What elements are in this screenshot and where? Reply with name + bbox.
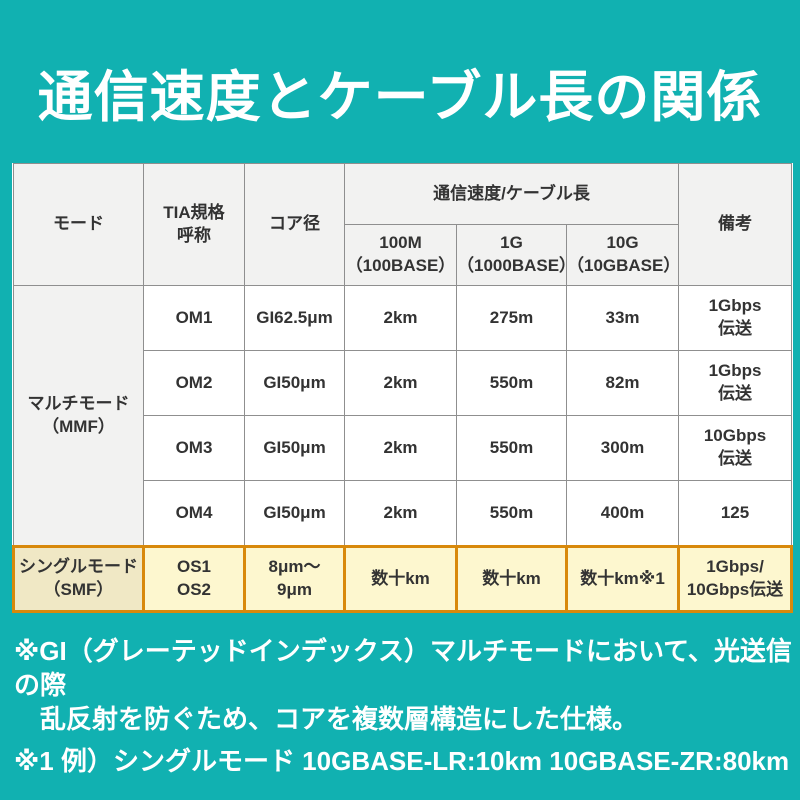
cell-om1-1g: 275m (456, 285, 567, 351)
header-mode: モード (13, 163, 144, 286)
cell-om2-name: OM2 (143, 350, 245, 416)
cell-om3-name: OM3 (143, 415, 245, 481)
cell-om4-1g: 550m (456, 480, 567, 547)
cell-smf-100m: 数十km (343, 545, 458, 613)
footnotes: ※GI（グレーテッドインデックス）マルチモードにおいて、光送信の際 乱反射を防ぐ… (14, 634, 792, 786)
footnote-gi: ※GI（グレーテッドインデックス）マルチモードにおいて、光送信の際 乱反射を防ぐ… (14, 636, 792, 734)
cell-mmf-label: マルチモード （MMF） (13, 285, 144, 547)
cell-om3-remarks: 10Gbps 伝送 (678, 415, 793, 481)
cell-om3-1g: 550m (456, 415, 567, 481)
table-row-om1: マルチモード （MMF） OM1 GI62.5μm 2km 275m 33m 1… (13, 285, 793, 547)
cell-smf-label: シングルモード （SMF） (12, 545, 145, 613)
cell-om1-remarks: 1Gbps 伝送 (678, 285, 793, 351)
cell-smf-name: OS1 OS2 (142, 545, 246, 613)
cell-om3-100m: 2km (344, 415, 457, 481)
table-body: マルチモード （MMF） OM1 GI62.5μm 2km 275m 33m 1… (12, 285, 794, 613)
cell-om2-1g: 550m (456, 350, 567, 416)
cell-om1-name: OM1 (143, 285, 245, 351)
table-row-om4: OM4 GI50μm 2km 550m 400m 125 (14, 480, 793, 547)
cell-om4-remarks: 125 (678, 480, 793, 547)
header-speed-group: 通信速度/ケーブル長 (343, 163, 680, 225)
header-row-sub: 100M （100BASE） 1G （1000BASE） 10G （10GBAS… (14, 224, 792, 286)
header-100m: 100M （100BASE） (344, 224, 457, 286)
cell-om2-10g: 82m (565, 350, 680, 416)
footnote-example: ※1 例）シングルモード 10GBASE-LR:10km 10GBASE-ZR:… (14, 746, 790, 776)
header-remarks: 備考 (678, 163, 793, 286)
cell-om2-100m: 2km (344, 350, 457, 416)
table-header: モード TIA規格 呼称 コア径 通信速度/ケーブル長 備考 100M （100… (13, 163, 793, 286)
cell-smf-10g: 数十km※1 (564, 545, 681, 613)
cell-om2-core: GI50μm (244, 350, 345, 416)
header-10g: 10G （10GBASE） (565, 224, 680, 286)
table-row-om3: OM3 GI50μm 2km 550m 300m 10Gbps 伝送 (14, 415, 793, 481)
cell-om4-100m: 2km (344, 480, 457, 547)
cell-smf-core: 8μm～ 9μm (243, 545, 346, 613)
page-title: 通信速度とケーブル長の関係 (37, 66, 763, 128)
table-row-om2: OM2 GI50μm 2km 550m 82m 1Gbps 伝送 (14, 350, 793, 416)
header-row-top: モード TIA規格 呼称 コア径 通信速度/ケーブル長 備考 (13, 163, 793, 286)
cell-om2-remarks: 1Gbps 伝送 (678, 350, 793, 416)
cell-om1-10g: 33m (565, 285, 680, 351)
cell-om4-name: OM4 (143, 480, 245, 547)
cell-om4-10g: 400m (565, 480, 680, 547)
header-1g: 1G （1000BASE） (456, 224, 576, 286)
cell-om4-core: GI50μm (244, 480, 345, 547)
header-tia-standard: TIA規格 呼称 (143, 163, 245, 286)
cell-om3-core: GI50μm (244, 415, 345, 481)
cell-om1-core: GI62.5μm (244, 285, 345, 351)
cell-om3-10g: 300m (565, 415, 680, 481)
header-core-diameter: コア径 (244, 163, 345, 286)
cell-smf-1g: 数十km (455, 545, 568, 613)
table-row-smf: シングルモード （SMF） OS1 OS2 8μm～ 9μm 数十km 数十km… (12, 545, 794, 613)
cell-om1-100m: 2km (344, 285, 457, 351)
cell-smf-remarks: 1Gbps/ 10Gbps伝送 (677, 545, 794, 613)
speed-cable-length-table: モード TIA規格 呼称 コア径 通信速度/ケーブル長 備考 100M （100… (12, 163, 794, 613)
